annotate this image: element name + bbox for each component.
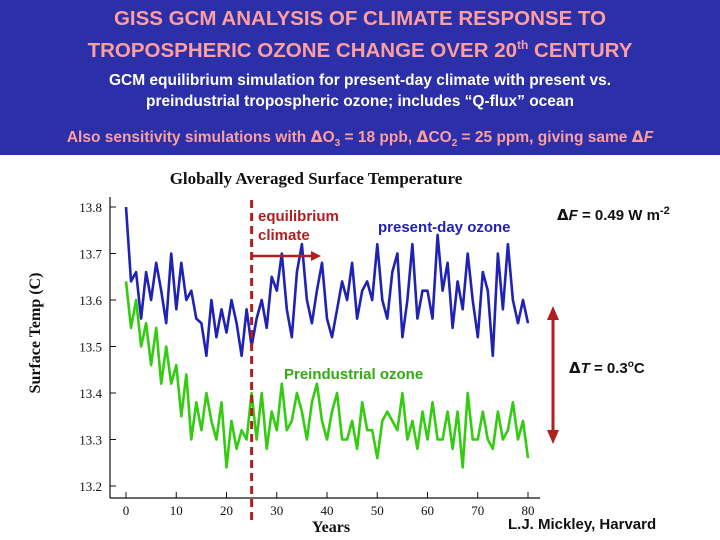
delta-symbol: Δ [310,128,323,146]
title-line-2-text: TROPOSPHERIC OZONE CHANGE OVER 20 [87,38,518,62]
chart-title: Globally Averaged Surface Temperature [170,169,463,188]
present-day-series-line [124,206,530,358]
sens-text-f: F [643,129,654,146]
equilibrium-arrow-head [311,251,321,261]
x-tick-label: 30 [270,503,283,518]
delta-symbol: Δ [631,128,644,146]
delta-symbol: Δ [416,128,429,146]
annotation-markers [250,200,559,520]
delta-t-degree: o [627,359,634,370]
tick-labels: 13.8 13.7 13.6 13.5 13.4 13.3 13.2 0 10 20 30 40 50 6… [79,200,534,518]
x-tick-label: 70 [471,503,484,518]
delta-f-variable: F [568,207,578,224]
sens-text-e: = 25 ppm, giving same [457,129,632,146]
equilibrium-line-2: climate [258,227,310,244]
x-axis-label: Years [312,519,350,536]
equilibrium-label: equilibrium climate [258,207,339,245]
x-tick-label: 40 [321,503,334,518]
delta-t-value: = 0.3 [589,360,628,377]
sensitivity-note: Also sensitivity simulations with ΔO3 = … [0,127,720,154]
title-line-2-end: CENTURY [528,38,633,62]
delta-t-unit: C [633,360,645,377]
delta-t-arrow-head-down [547,430,559,444]
y-tick-label: 13.3 [79,433,102,448]
title-superscript: th [517,38,529,52]
delta-f-exponent: -2 [659,205,670,217]
subtitle-line-1: GCM equilibrium simulation for present-d… [108,72,612,89]
sens-text-d: CO [428,129,452,146]
slide-title: GISS GCM ANALYSIS OF CLIMATE RESPONSE TO… [0,6,720,64]
y-tick-label: 13.7 [79,247,102,262]
title-line-2: TROPOSPHERIC OZONE CHANGE OVER 20th CENT… [0,32,720,64]
x-tick-label: 20 [220,503,233,518]
delta-t-variable: T [580,360,590,377]
delta-f-symbol: Δ [557,206,569,224]
x-tick-label: 60 [421,503,434,518]
sens-text-a: Also sensitivity simulations with [66,129,311,146]
subtitle-line-2: preindustrial tropospheric ozone; includ… [145,93,575,110]
y-tick-label: 13.4 [79,386,102,401]
chart-panel [0,155,720,540]
preindustrial-series-line [124,281,530,469]
equilibrium-line-1: equilibrium [258,208,339,225]
subscript-2: 2 [451,138,458,150]
delta-t-symbol: Δ [569,359,581,377]
sens-text-c: = 18 ppb, [340,129,417,146]
y-tick-label: 13.6 [79,293,102,308]
delta-t-arrow-head-up [547,306,559,320]
credit-label: L.J. Mickley, Harvard [508,516,657,533]
delta-f-value: = 0.49 W m [577,207,660,224]
subscript-3: 3 [334,138,341,150]
y-tick-label: 13.8 [79,200,102,215]
series-layer [124,206,530,469]
x-tick-label: 50 [371,503,384,518]
y-axis-label: Surface Temp (C) [27,273,44,394]
x-tick-label: 0 [123,503,130,518]
x-tick-label: 10 [170,503,183,518]
delta-f-label: ΔF = 0.49 W m-2 [557,205,670,224]
axes [109,197,540,499]
preindustrial-label: Preindustrial ozone [284,366,424,383]
present-day-label: present-day ozone [378,219,511,236]
y-tick-label: 13.2 [79,479,102,494]
slide-subtitle: GCM equilibrium simulation for present-d… [0,70,720,112]
title-line-1: GISS GCM ANALYSIS OF CLIMATE RESPONSE TO [113,7,607,30]
sens-text-b: O [322,129,335,146]
delta-t-label: ΔT = 0.3oC [569,359,645,377]
temperature-chart: Globally Averaged Surface Temperature Ye… [27,169,559,536]
x-tick-label: 80 [522,503,535,518]
y-tick-label: 13.5 [79,340,102,355]
